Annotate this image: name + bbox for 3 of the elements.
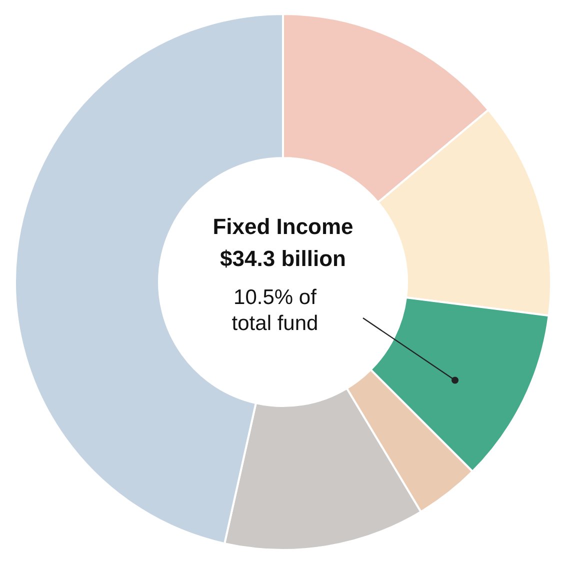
text: Fixed Income [212, 214, 354, 239]
text: 10.5% of total fund [232, 286, 318, 335]
text: $34.3 billion [220, 246, 346, 271]
